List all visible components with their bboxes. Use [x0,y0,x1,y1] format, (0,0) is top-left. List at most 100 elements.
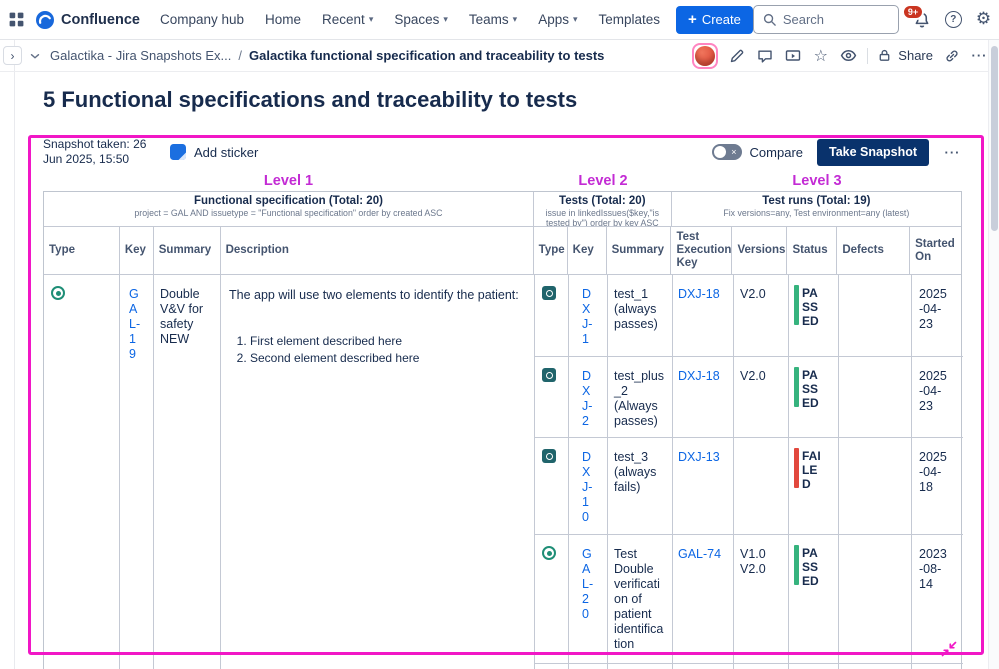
star-button[interactable]: ☆ [811,46,830,65]
test-key-link[interactable]: GAL-20 [582,547,594,621]
status-cell: FAILED [789,438,839,534]
create-button[interactable]: + Create [676,5,753,34]
eye-icon [841,49,857,62]
share-button[interactable]: Share [877,48,933,63]
status-cell: PASSED [789,664,839,669]
content-tree-chevron-icon[interactable] [28,49,42,63]
presence-avatar[interactable] [692,42,719,69]
status-text: PASSED [802,368,819,410]
scrollbar-thumb[interactable] [991,46,998,231]
test-key-link[interactable]: DXJ-10 [582,450,593,524]
test-execution-key-link[interactable]: DXJ-18 [678,287,720,301]
group-tests: Tests (Total: 20) issue in linkedIssues(… [534,192,672,226]
link-icon [945,50,958,61]
more-actions-button[interactable]: ··· [970,46,989,65]
issue-summary: Double V&V for safety NEW [154,275,221,669]
primary-nav: Company hub Home Recent ▾ Spaces ▾ Teams ▾ … [160,12,660,27]
test-key-link[interactable]: DXJ-1 [582,287,593,346]
group-subtitle: project = GAL AND issuetype = "Functiona… [134,208,443,218]
collapse-snapshot-icon[interactable] [941,641,957,657]
snapshot-toolbar: Snapshot taken: 26 Jun 2025, 15:50 Add s… [43,135,962,169]
test-execution-key-link[interactable]: DXJ-13 [678,450,720,464]
search-box[interactable] [752,5,899,34]
nav-company-hub[interactable]: Company hub [160,12,244,27]
app-switcher-icon[interactable] [8,11,25,28]
col-header-type-2: Type [534,227,568,274]
status-bar [794,367,799,407]
top-navigation: Confluence Company hub Home Recent ▾ Spac… [0,0,999,40]
test-key-link[interactable]: DXJ-2 [582,369,593,428]
nav-label: Spaces [394,12,440,27]
chevron-down-icon: ▾ [443,14,448,25]
group-title: Test runs (Total: 19) [762,195,871,207]
versions [734,438,789,534]
compare-label: Compare [749,144,804,160]
nav-label: Home [265,12,302,27]
notification-badge: 9+ [901,3,925,20]
description-intro: The app will use two elements to identif… [229,288,519,302]
col-header-test-execution-key: Test Execution Key [671,227,733,274]
confluence-logo-icon[interactable] [35,10,55,30]
col-header-summary: Summary [154,227,221,274]
more-icon: ··· [944,144,961,160]
col-header-description: Description [221,227,534,274]
col-header-summary-2: Summary [607,227,672,274]
add-sticker-button[interactable]: Add sticker [194,144,259,160]
group-title: Functional specification (Total: 20) [194,195,383,207]
nav-label: Apps [538,12,569,27]
page-scrollbar[interactable] [988,40,999,669]
page-title: 5 Functional specifications and traceabi… [43,87,578,112]
issue-key-link[interactable]: GAL-19 [129,287,141,361]
issue-type-icon-test [542,368,556,382]
nav-label: Company hub [159,12,245,27]
nav-label: Templates [598,12,661,27]
status-text: PASSED [802,546,819,588]
brand-name[interactable]: Confluence [61,11,140,28]
present-icon [785,49,800,61]
group-test-runs: Test runs (Total: 19) Fix versions=any, … [672,192,961,226]
started-on: 2023-08-14 [919,547,947,591]
breadcrumb-space-link[interactable]: Galactika - Jira Snapshots Ex... [50,48,232,63]
table-body: GAL-19 Double V&V for safety NEW The app… [44,275,963,669]
compare-toggle[interactable]: × [711,144,742,160]
nav-teams[interactable]: Teams ▾ [469,12,517,27]
present-button[interactable] [783,46,802,65]
divider [867,47,869,64]
versions: V2.0 [734,275,789,356]
comments-button[interactable] [755,46,774,65]
take-snapshot-button[interactable]: Take Snapshot [817,138,929,166]
issue-type-icon-functional-specification [542,546,556,560]
copy-link-button[interactable] [942,46,961,65]
col-header-defects: Defects [837,227,911,274]
started-on: 2025-04-23 [919,369,947,413]
nav-home[interactable]: Home [265,12,301,27]
settings-gear-icon[interactable]: ⚙ [975,9,992,29]
status-bar [794,545,799,585]
notifications-button[interactable]: 9+ [901,3,931,29]
help-button[interactable]: ? [944,11,962,28]
lock-icon [879,49,890,61]
nav-recent[interactable]: Recent ▾ [322,12,373,27]
nav-spaces[interactable]: Spaces ▾ [394,12,448,27]
edit-button[interactable] [727,46,746,65]
test-execution-key-link[interactable]: DXJ-18 [678,369,720,383]
breadcrumb-bar: › Galactika - Jira Snapshots Ex... / Gal… [0,40,999,72]
nav-templates[interactable]: Templates [599,12,661,27]
search-input[interactable] [782,12,890,27]
test-row: DXJ-1 test_1 (always passes) DXJ-18 V2.0… [535,275,963,357]
watch-button[interactable] [839,46,858,65]
nav-apps[interactable]: Apps ▾ [538,12,577,27]
versions: V2.0 [734,357,789,437]
started-on: 2025-04-23 [919,287,947,331]
test-row: GAL-21 Test GAL-71 V1.0 V2.0 PASSED 2023… [535,664,963,669]
sticker-icon [169,143,187,161]
defects [839,535,912,663]
chevron-down-icon: ▾ [572,14,578,25]
sidebar-expand-button[interactable]: › [3,46,22,65]
test-execution-key-link[interactable]: GAL-74 [678,547,722,561]
description-list-item: Second element described here [250,350,524,367]
status-text: FAILED [802,449,821,491]
toggle-knob [713,146,726,158]
description-list: First element described here Second elem… [229,333,524,367]
snapshot-more-button[interactable]: ··· [943,143,962,162]
